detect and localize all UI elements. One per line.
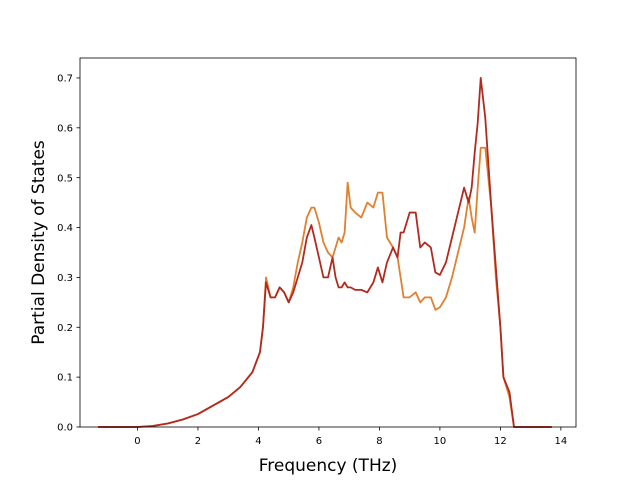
y-tick-label: 0.1: [57, 373, 73, 384]
x-tick-label: 2: [195, 436, 201, 447]
x-axis-ticks: 0 2 4 6 8 10 12 14: [134, 427, 567, 447]
y-tick-label: 0.5: [57, 173, 73, 184]
y-tick-label: 0.3: [57, 273, 73, 284]
x-tick-label: 0: [134, 436, 140, 447]
x-tick-label: 6: [316, 436, 322, 447]
y-axis-ticks: 0.0 0.1 0.2 0.3 0.4 0.5 0.6 0.7: [57, 74, 80, 434]
plot-frame: [79, 57, 577, 428]
y-tick-label: 0.0: [57, 423, 73, 434]
y-axis-label: Partial Density of States: [29, 140, 49, 345]
plot-lines: [98, 77, 552, 428]
y-tick-label: 0.6: [57, 123, 73, 134]
y-tick-label: 0.4: [57, 223, 73, 234]
y-tick-label: 0.2: [57, 323, 73, 334]
series-line-2: [98, 77, 552, 428]
y-tick-label: 0.7: [57, 74, 73, 85]
x-tick-label: 10: [434, 436, 447, 447]
x-tick-label: 8: [376, 436, 382, 447]
x-tick-label: 4: [255, 436, 261, 447]
x-axis-label: Frequency (THz): [259, 456, 398, 476]
x-tick-label: 12: [494, 436, 507, 447]
x-tick-label: 14: [555, 436, 568, 447]
